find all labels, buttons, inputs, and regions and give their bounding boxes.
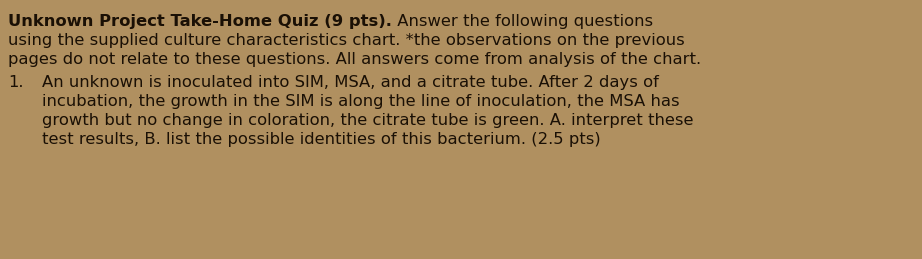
- Text: 1.: 1.: [8, 75, 23, 90]
- Text: using the supplied culture characteristics chart. *the observations on the previ: using the supplied culture characteristi…: [8, 33, 685, 48]
- Text: test results, B. list the possible identities of this bacterium. (2.5 pts): test results, B. list the possible ident…: [42, 132, 601, 147]
- Text: growth but no change in coloration, the citrate tube is green. A. interpret thes: growth but no change in coloration, the …: [42, 113, 693, 128]
- Text: Answer the following questions: Answer the following questions: [392, 14, 653, 29]
- Text: An unknown is inoculated into SIM, MSA, and a citrate tube. After 2 days of: An unknown is inoculated into SIM, MSA, …: [42, 75, 659, 90]
- Text: Unknown Project Take-Home Quiz (9 pts).: Unknown Project Take-Home Quiz (9 pts).: [8, 14, 392, 29]
- Text: incubation, the growth in the SIM is along the line of inoculation, the MSA has: incubation, the growth in the SIM is alo…: [42, 94, 680, 109]
- Text: pages do not relate to these questions. All answers come from analysis of the ch: pages do not relate to these questions. …: [8, 52, 701, 67]
